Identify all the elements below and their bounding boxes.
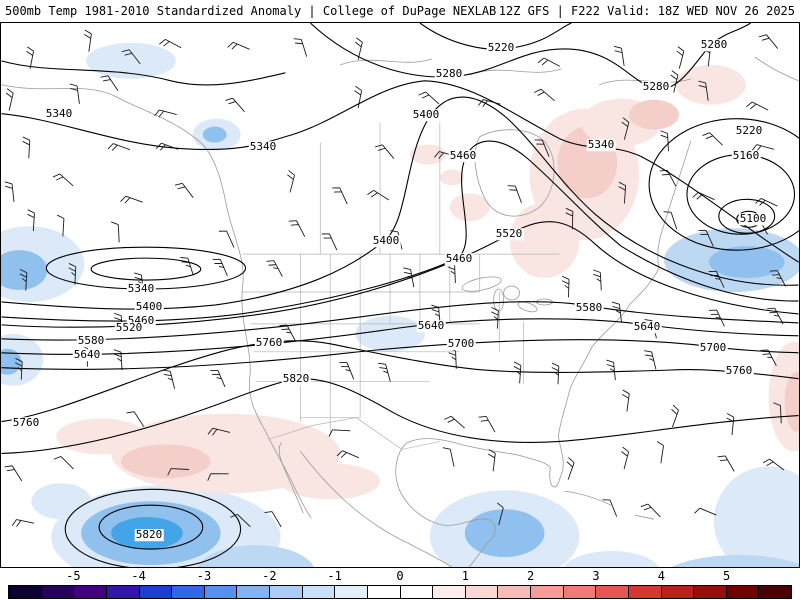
height-contours	[1, 23, 799, 567]
colorbar-segments	[8, 585, 792, 599]
colorbar-ticks: -5 -4 -3 -2 -1 0 1 2 3 4 5	[8, 569, 792, 583]
colorbar-segment	[759, 586, 791, 598]
colorbar-segment	[498, 586, 531, 598]
product-title: 500mb Temp 1981-2010 Standardized Anomal…	[5, 4, 497, 18]
colorbar-tick-label: 0	[396, 569, 404, 583]
colorbar-tick-label: 2	[527, 569, 535, 583]
contour-inner-pacific	[90, 257, 202, 281]
colorbar-tick-label: -3	[196, 569, 212, 583]
colorbar-segment	[433, 586, 466, 598]
header-bar: 500mb Temp 1981-2010 Standardized Anomal…	[0, 0, 800, 22]
contour-low-inner	[736, 210, 762, 228]
contour-5640	[1, 318, 799, 355]
coastlines	[1, 56, 799, 567]
colorbar-segment	[726, 586, 760, 598]
contour-5100-low	[718, 198, 776, 234]
contour-5820-cutoff-outer	[64, 488, 242, 567]
colorbar-tick-label: 4	[657, 569, 665, 583]
contour-5280-west	[1, 60, 286, 86]
contour-5760	[1, 340, 799, 423]
colorbar-tick-label: 1	[461, 569, 469, 583]
colorbar-segment	[367, 586, 401, 598]
colorbar-tick-label: 3	[592, 569, 600, 583]
contour-5820	[1, 378, 799, 454]
colorbar-segment	[628, 586, 662, 598]
colorbar-segment	[270, 586, 303, 598]
weather-map: 5220 5280 5280 5280 5340 5340 5340 5400 5460 5220…	[0, 22, 800, 568]
colorbar-segment	[9, 586, 42, 598]
colorbar-segment	[139, 586, 173, 598]
colorbar-segment	[694, 586, 727, 598]
contour-5460	[1, 140, 799, 322]
contour-5820-cutoff	[98, 504, 204, 550]
colorbar-tick-label: -1	[327, 569, 342, 583]
colorbar-segment	[106, 586, 140, 598]
colorbar-segment	[531, 586, 564, 598]
colorbar-segment	[302, 586, 336, 598]
colorbar-segment	[400, 586, 434, 598]
colorbar-segment	[237, 586, 270, 598]
colorbar-segment	[563, 586, 597, 598]
colorbar-tick-label: -2	[262, 569, 277, 583]
model-valid-time: 12Z GFS | F222 Valid: 18Z WED NOV 26 202…	[498, 4, 795, 18]
colorbar-segment	[74, 586, 107, 598]
colorbar-tick-label: -5	[66, 569, 81, 583]
colorbar: -5 -4 -3 -2 -1 0 1 2 3 4 5	[0, 568, 800, 600]
contour-5220-top	[419, 23, 572, 50]
colorbar-segment	[172, 586, 205, 598]
colorbar-segment	[41, 586, 75, 598]
colorbar-segment	[204, 586, 238, 598]
anomaly-shading	[1, 42, 799, 567]
map-canvas	[1, 23, 799, 567]
contour-5520	[1, 221, 799, 328]
colorbar-segment	[335, 586, 368, 598]
colorbar-segment	[465, 586, 499, 598]
contour-5220-low	[648, 118, 799, 251]
colorbar-tick-label: -4	[131, 569, 146, 583]
contour-5580	[1, 301, 799, 341]
contour-5340-north	[1, 80, 799, 263]
colorbar-segment	[596, 586, 629, 598]
colorbar-tick-label: 5	[723, 569, 731, 583]
colorbar-segment	[661, 586, 695, 598]
